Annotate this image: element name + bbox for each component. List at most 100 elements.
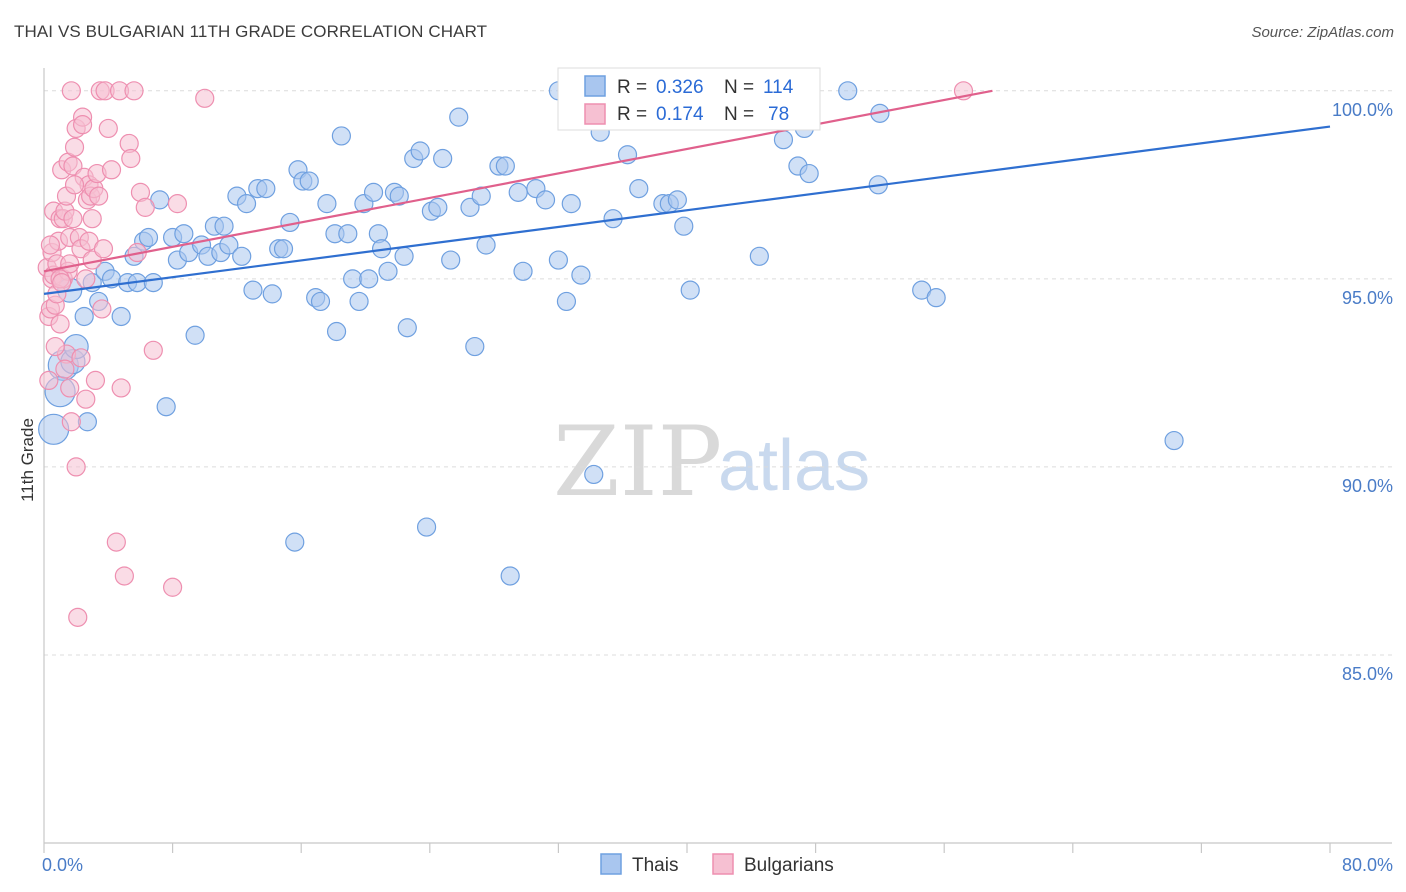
thais-point-50 (326, 321, 347, 342)
bottom-legend: Thais Bulgarians (600, 853, 834, 876)
y-axis-label: 11th Grade (18, 418, 37, 502)
watermark-zip: ZIP (553, 406, 722, 518)
bulgarians-point-60 (195, 88, 215, 108)
bulgarians-point-39 (85, 370, 106, 390)
thais-point-71 (441, 250, 461, 270)
thais-point-38 (262, 284, 282, 304)
bulgarians-point-27 (66, 457, 86, 477)
thais-point-20 (156, 397, 176, 417)
bulgarians-point-66 (55, 359, 75, 379)
thais-point-7 (77, 412, 98, 432)
gridlines (44, 90, 1392, 656)
thais-point-57 (363, 182, 384, 202)
thais-point-60 (378, 261, 398, 281)
thais-point-87 (571, 265, 591, 285)
thais-point-80 (508, 182, 528, 202)
thais-point-54 (349, 291, 369, 312)
bulgarians-point-33 (76, 389, 96, 409)
thais-point-51 (331, 126, 351, 146)
bulgarians-trend-line (43, 89, 993, 273)
legend-thais-swatch (600, 853, 622, 875)
legend-bulgarians-swatch (712, 853, 734, 875)
thais-point-35 (243, 280, 263, 300)
y-tick-label-0: 100.0% (1332, 100, 1393, 120)
bulgarians-point-72 (45, 336, 65, 357)
thais-point-74 (465, 336, 485, 357)
thais-point-86 (561, 194, 581, 214)
watermark-atlas: atlas (718, 426, 870, 506)
bulgarians-point-62 (71, 348, 91, 368)
legend-bulgarians-label: Bulgarians (744, 855, 834, 876)
thais-point-45 (299, 171, 319, 191)
thais-point-34 (236, 194, 257, 214)
x-tick-label-0: 0.0% (42, 855, 83, 875)
thais-point-102 (773, 130, 794, 150)
thais-point-56 (359, 269, 379, 289)
thais-r-label: R = (617, 77, 647, 98)
bulgarians-r-label: R = (617, 104, 647, 125)
thais-point-48 (317, 194, 337, 214)
bulgarians-point-53 (124, 81, 144, 101)
bulgarians-point-68 (72, 115, 93, 135)
thais-point-67 (416, 517, 437, 537)
legend-thais-label: Thais (632, 855, 678, 876)
thais-n-value: 114 (763, 77, 794, 98)
bulgarians-point-77 (93, 239, 114, 259)
thais-point-63 (394, 246, 414, 266)
thais-point-33 (232, 246, 252, 266)
thais-point-81 (513, 261, 533, 281)
thais-point-40 (273, 239, 294, 259)
thais-point-105 (799, 163, 819, 184)
bulgarians-point-74 (76, 269, 96, 289)
thais-point-62 (389, 186, 409, 206)
thais-point-66 (410, 141, 430, 161)
thais-point-52 (338, 224, 358, 244)
thais-point-96 (667, 190, 687, 210)
thais-point-76 (476, 235, 496, 255)
thais-point-37 (256, 178, 276, 199)
bulgarians-point-76 (64, 175, 85, 195)
series-thais (38, 81, 1184, 586)
thais-point-110 (1164, 430, 1184, 451)
bulgarians-point-59 (167, 194, 188, 214)
bulgarians-point-49 (111, 378, 131, 398)
bulgarians-point-23 (63, 209, 83, 229)
bulgarians-point-63 (40, 235, 61, 255)
bulgarians-point-43 (92, 299, 112, 319)
thais-swatch (584, 75, 606, 97)
thais-point-84 (548, 250, 569, 270)
y-tick-labels: 100.0% 95.0% 90.0% 85.0% (1332, 100, 1393, 684)
thais-point-18 (143, 273, 163, 293)
thais-point-85 (556, 291, 577, 312)
y-tick-label-2: 90.0% (1342, 476, 1393, 496)
thais-point-42 (285, 532, 305, 552)
bulgarians-point-73 (52, 273, 72, 293)
bulgarians-n-value: 78 (768, 104, 789, 125)
thais-point-72 (449, 107, 469, 127)
thais-point-12 (111, 306, 131, 327)
thais-r-value: 0.326 (656, 77, 704, 98)
bulgarians-point-58 (163, 577, 183, 597)
thais-point-6 (74, 306, 94, 327)
thais-point-83 (535, 190, 556, 210)
source-label: Source: ZipAtlas.com (1251, 24, 1394, 41)
bulgarians-point-47 (106, 532, 126, 552)
x-tick-label-1: 80.0% (1342, 855, 1393, 875)
thais-point-53 (343, 269, 363, 289)
stats-legend: R = 0.326 N = 114 R = 0.174 N = 78 (557, 67, 821, 131)
bulgarians-point-22 (61, 412, 81, 432)
bulgarians-point-46 (101, 160, 122, 180)
thais-trend-line (43, 125, 1331, 295)
bulgarians-point-57 (143, 340, 163, 360)
thais-point-64 (397, 318, 417, 338)
thais-point-69 (428, 197, 448, 217)
thais-point-106 (838, 81, 858, 101)
thais-point-98 (680, 280, 700, 300)
thais-point-109 (926, 288, 946, 308)
thais-point-97 (674, 216, 694, 236)
thais-point-88 (584, 464, 604, 485)
thais-point-23 (174, 224, 194, 244)
bulgarians-point-45 (98, 118, 118, 139)
bulgarians-r-value: 0.174 (656, 104, 704, 125)
